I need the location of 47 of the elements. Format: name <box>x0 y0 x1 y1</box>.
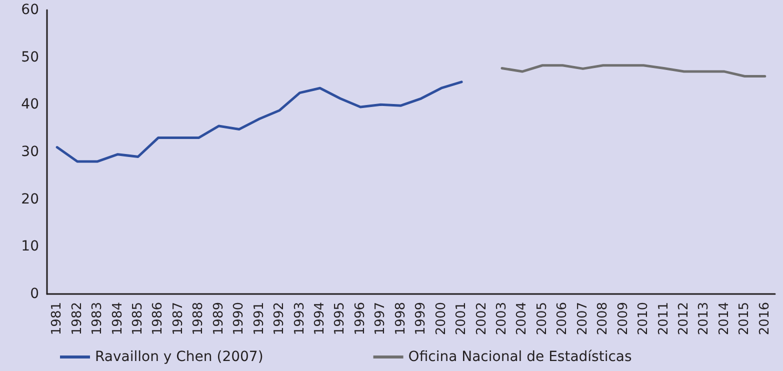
x-tick-label: 2009 <box>616 302 631 336</box>
x-tick-label: 2004 <box>514 302 530 336</box>
x-tick-label: 2006 <box>555 302 570 336</box>
x-tick-label: 1993 <box>292 302 308 336</box>
x-tick-label: 1985 <box>130 302 146 336</box>
legend-label: Ravaillon y Chen (2007) <box>95 349 264 365</box>
y-tick-label: 30 <box>21 144 39 160</box>
y-tick-label: 50 <box>21 49 39 66</box>
y-tick-label: 60 <box>21 2 39 18</box>
x-tick-label: 2012 <box>676 302 692 336</box>
x-tick-label: 1981 <box>50 302 65 336</box>
x-tick-label: 1983 <box>90 302 106 336</box>
x-tick-label: 2007 <box>575 302 590 336</box>
x-tick-label: 2002 <box>474 302 490 336</box>
y-tick-label: 0 <box>30 286 39 302</box>
x-tick-label: 2008 <box>596 302 611 336</box>
x-tick-label: 1995 <box>332 302 348 336</box>
x-tick-label: 2005 <box>534 302 550 336</box>
x-tick-label: 1996 <box>352 302 368 336</box>
y-tick-label: 40 <box>21 96 39 113</box>
x-tick-label: 1988 <box>191 302 206 336</box>
line-series <box>56 80 463 163</box>
x-tick-label: 1992 <box>272 302 288 336</box>
x-tick-label: 2016 <box>757 302 772 336</box>
x-tick-label: 1986 <box>150 302 166 336</box>
x-tick-label: 2014 <box>716 302 732 336</box>
x-tick-label: 1990 <box>232 302 247 336</box>
x-tick-label: 1989 <box>211 302 226 336</box>
x-tick-label: 1991 <box>252 302 267 336</box>
y-tick-label: 20 <box>21 191 39 208</box>
x-tick-label: 1982 <box>70 302 85 336</box>
legend-label: Oficina Nacional de Estadísticas <box>408 349 632 365</box>
x-tick-label: 1984 <box>110 302 126 336</box>
x-tick-label: 2013 <box>696 302 712 336</box>
x-tick-label: 2003 <box>494 302 510 336</box>
line-series <box>500 64 766 78</box>
x-tick-label: 1999 <box>414 302 429 336</box>
x-tick-label: 1987 <box>170 302 186 336</box>
x-tick-label: 2010 <box>636 302 652 336</box>
x-tick-label: 1997 <box>373 302 388 336</box>
x-tick-label: 2000 <box>434 302 449 336</box>
x-tick-label: 1994 <box>312 302 328 336</box>
x-tick-label: 1998 <box>393 302 408 336</box>
x-tick-label: 2015 <box>737 302 752 336</box>
x-tick-label: 2011 <box>656 302 672 336</box>
x-tick-label: 2001 <box>454 302 470 336</box>
y-tick-label: 10 <box>21 238 39 255</box>
